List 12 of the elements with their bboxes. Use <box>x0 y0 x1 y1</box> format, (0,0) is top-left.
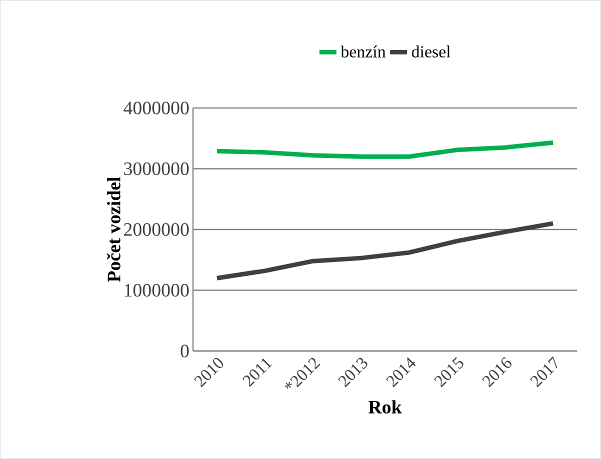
legend-label: benzín <box>340 46 386 58</box>
x-axis-title: Rok <box>368 400 402 414</box>
line-series <box>214 221 556 280</box>
x-tick-label: 2011 <box>242 358 272 387</box>
y-tick-label: 3000000 <box>124 162 189 176</box>
y-tick-label: 4000000 <box>124 102 189 114</box>
y-axis-title: Počet vozidel <box>106 176 120 282</box>
legend-label: diesel <box>412 46 450 58</box>
line-series <box>214 140 556 159</box>
y-tick-label: 2000000 <box>124 223 189 236</box>
y-tick-label: 1000000 <box>124 284 189 297</box>
y-tick-label: 0 <box>180 344 189 358</box>
